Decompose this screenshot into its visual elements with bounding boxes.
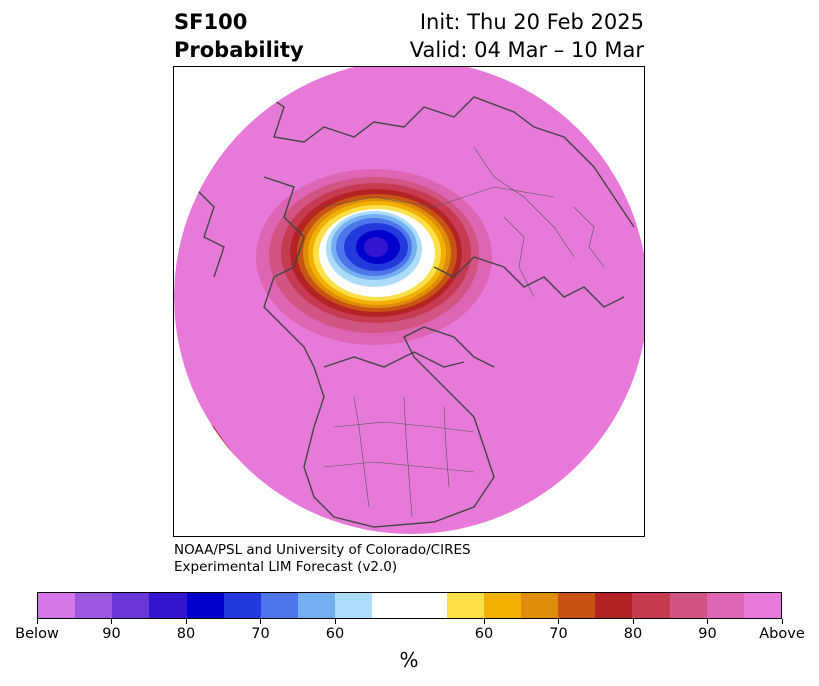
colorbar-tick-label: 70: [549, 626, 568, 642]
colorbar-tick: [707, 619, 708, 624]
colorbar-segment: [149, 593, 187, 618]
colorbar-tick-label: 90: [102, 626, 121, 642]
title-line-1: SF100: [174, 10, 248, 34]
colorbar-tick-label: 60: [474, 626, 494, 642]
colorbar-segment: [335, 593, 373, 618]
credit-line-1: NOAA/PSL and University of Colorado/CIRE…: [174, 542, 471, 558]
colorbar-tick-label: 60: [325, 626, 345, 642]
colorbar-tick: [185, 619, 187, 624]
colorbar-segment: [632, 593, 670, 618]
colorbar-tick: [781, 619, 783, 624]
forecast-dates: Init: Thu 20 Feb 2025 Valid: 04 Mar – 10…: [410, 8, 644, 64]
colorbar-tick: [483, 619, 485, 624]
colorbar-segment: [38, 593, 76, 618]
colorbar-segment: [743, 593, 782, 618]
colorbar-segment: [558, 593, 596, 618]
init-date: Init: Thu 20 Feb 2025: [419, 10, 644, 34]
valid-date: Valid: 04 Mar – 10 Mar: [409, 38, 644, 62]
colorbar-segment: [112, 593, 150, 618]
forecast-map: [173, 66, 645, 537]
colorbar-tick: [558, 619, 559, 624]
colorbar-segment: [298, 593, 336, 618]
credit-text: NOAA/PSL and University of Colorado/CIRE…: [174, 542, 471, 576]
colorbar-tick-label: 90: [698, 626, 717, 642]
colorbar-unit: %: [399, 648, 419, 672]
colorbar-tick-label: Above: [759, 626, 805, 642]
colorbar-segment: [669, 593, 707, 618]
colorbar-segment: [483, 593, 522, 618]
political-borders: [323, 146, 605, 518]
colorbar-tick: [632, 619, 634, 624]
colorbar-segment: [372, 593, 447, 618]
colorbar-tick: [334, 619, 336, 624]
product-title: SF100 Probability: [174, 8, 304, 64]
polar-ring-15: [364, 237, 388, 257]
colorbar-segment: [521, 593, 559, 618]
colorbar-segment: [186, 593, 224, 618]
colorbar: [37, 592, 782, 619]
colorbar-tick-label: 70: [251, 626, 270, 642]
credit-line-2: Experimental LIM Forecast (v2.0): [174, 559, 398, 575]
colorbar-tick: [36, 619, 38, 624]
colorbar-segment: [595, 593, 633, 618]
colorbar-tick-label: Below: [15, 626, 59, 642]
colorbar-segment: [260, 593, 299, 618]
colorbar-segment: [446, 593, 484, 618]
colorbar-tick: [111, 619, 112, 624]
colorbar-segment: [75, 593, 113, 618]
colorbar-segment: [223, 593, 261, 618]
colorbar-tick: [260, 619, 261, 624]
coastlines: [193, 86, 635, 528]
colorbar-tick-label: 80: [176, 626, 196, 642]
map-svg: [174, 67, 644, 534]
colorbar-segment: [706, 593, 744, 618]
colorbar-tick-label: 80: [623, 626, 643, 642]
title-line-2: Probability: [174, 38, 304, 62]
